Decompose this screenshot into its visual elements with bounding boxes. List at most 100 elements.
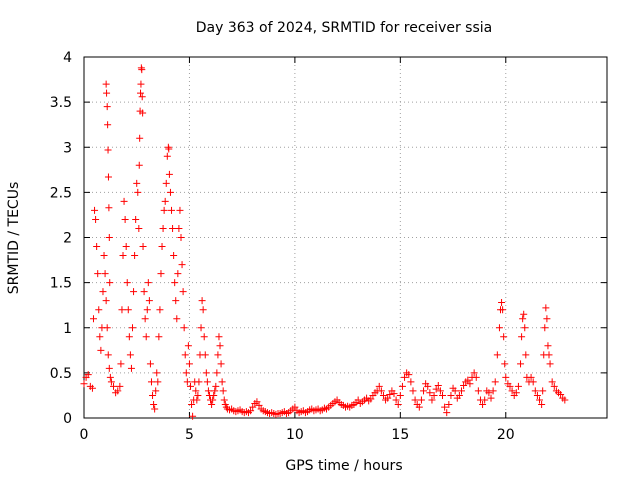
data-point	[143, 306, 151, 314]
data-point	[543, 315, 551, 323]
data-point	[487, 394, 495, 402]
data-point	[102, 297, 110, 305]
data-point	[529, 378, 537, 386]
x-tick-label: 15	[391, 427, 409, 443]
data-point	[147, 378, 155, 386]
data-point	[142, 333, 150, 341]
data-point	[375, 382, 383, 390]
data-point	[114, 387, 122, 395]
data-point	[182, 369, 190, 377]
data-point	[377, 387, 385, 395]
data-point	[550, 382, 558, 390]
data-point	[181, 351, 189, 359]
data-point	[104, 351, 112, 359]
data-point	[105, 364, 113, 372]
data-point	[255, 401, 263, 409]
data-point	[101, 270, 109, 278]
data-point	[94, 270, 102, 278]
data-point	[126, 351, 134, 359]
data-point	[411, 396, 419, 404]
data-point	[519, 315, 527, 323]
data-point	[215, 333, 223, 341]
data-point	[417, 396, 425, 404]
data-points	[80, 64, 569, 420]
data-point	[415, 403, 423, 411]
data-point	[96, 333, 104, 341]
data-point	[533, 391, 541, 399]
data-point	[508, 387, 516, 395]
data-point	[88, 384, 96, 392]
data-point	[520, 310, 528, 318]
data-point	[179, 288, 187, 296]
data-point	[161, 197, 169, 205]
data-point	[502, 373, 510, 381]
data-point	[210, 391, 218, 399]
plot-frame	[83, 56, 608, 419]
data-point	[105, 234, 113, 241]
data-point	[521, 324, 529, 332]
data-point	[93, 243, 101, 251]
data-point	[541, 324, 549, 332]
data-point	[140, 288, 148, 296]
data-point	[166, 188, 174, 196]
y-tick-label: 2.5	[50, 185, 72, 201]
data-point	[208, 400, 216, 408]
data-point	[443, 409, 451, 417]
y-axis-label: SRMTID / TECUs	[6, 182, 22, 295]
data-point	[153, 369, 161, 377]
data-point	[117, 360, 125, 368]
data-point	[354, 396, 362, 404]
data-point	[135, 224, 143, 232]
x-tick-label: 10	[286, 427, 304, 443]
data-point	[472, 373, 480, 381]
data-point	[216, 342, 224, 350]
data-point	[500, 333, 508, 341]
data-point	[544, 342, 552, 350]
data-point	[253, 398, 261, 406]
data-point	[428, 396, 436, 404]
data-point	[517, 360, 525, 368]
y-tick-label: 1.5	[50, 276, 72, 292]
grid-lines	[84, 57, 607, 418]
data-point	[409, 387, 417, 395]
data-point	[536, 396, 544, 404]
data-point	[135, 161, 143, 169]
data-point	[451, 387, 459, 395]
data-point	[132, 215, 140, 223]
data-point	[384, 394, 392, 402]
data-point	[485, 389, 493, 397]
data-point	[149, 391, 157, 399]
data-point	[542, 304, 550, 312]
data-point	[200, 333, 208, 341]
data-point	[124, 306, 132, 314]
data-point	[430, 391, 438, 399]
data-point	[145, 297, 153, 305]
data-point	[139, 243, 147, 251]
data-point	[107, 378, 115, 386]
data-point	[512, 389, 520, 397]
data-point	[106, 373, 114, 381]
data-point	[514, 382, 522, 390]
x-tick-label: 20	[497, 427, 515, 443]
data-point	[441, 403, 449, 411]
y-tick-label: 0.5	[50, 366, 72, 382]
data-point	[121, 215, 129, 223]
data-point	[445, 400, 453, 408]
data-point	[247, 407, 255, 415]
axis-ticks: 0 0.5 1 1.5 2 2.5 3 3.5 4 0 5 10 15 20	[50, 50, 607, 443]
data-point	[162, 179, 170, 187]
data-point	[168, 206, 176, 214]
data-point	[214, 351, 222, 359]
data-point	[159, 224, 167, 232]
x-axis-label: GPS time / hours	[285, 458, 402, 474]
data-point	[201, 351, 209, 359]
data-point	[141, 315, 149, 323]
data-point	[134, 188, 142, 196]
data-point	[392, 396, 400, 404]
data-point	[137, 89, 145, 97]
y-tick-label: 4	[63, 50, 72, 66]
data-point	[390, 390, 398, 398]
data-point	[89, 315, 97, 323]
data-point	[367, 395, 375, 403]
